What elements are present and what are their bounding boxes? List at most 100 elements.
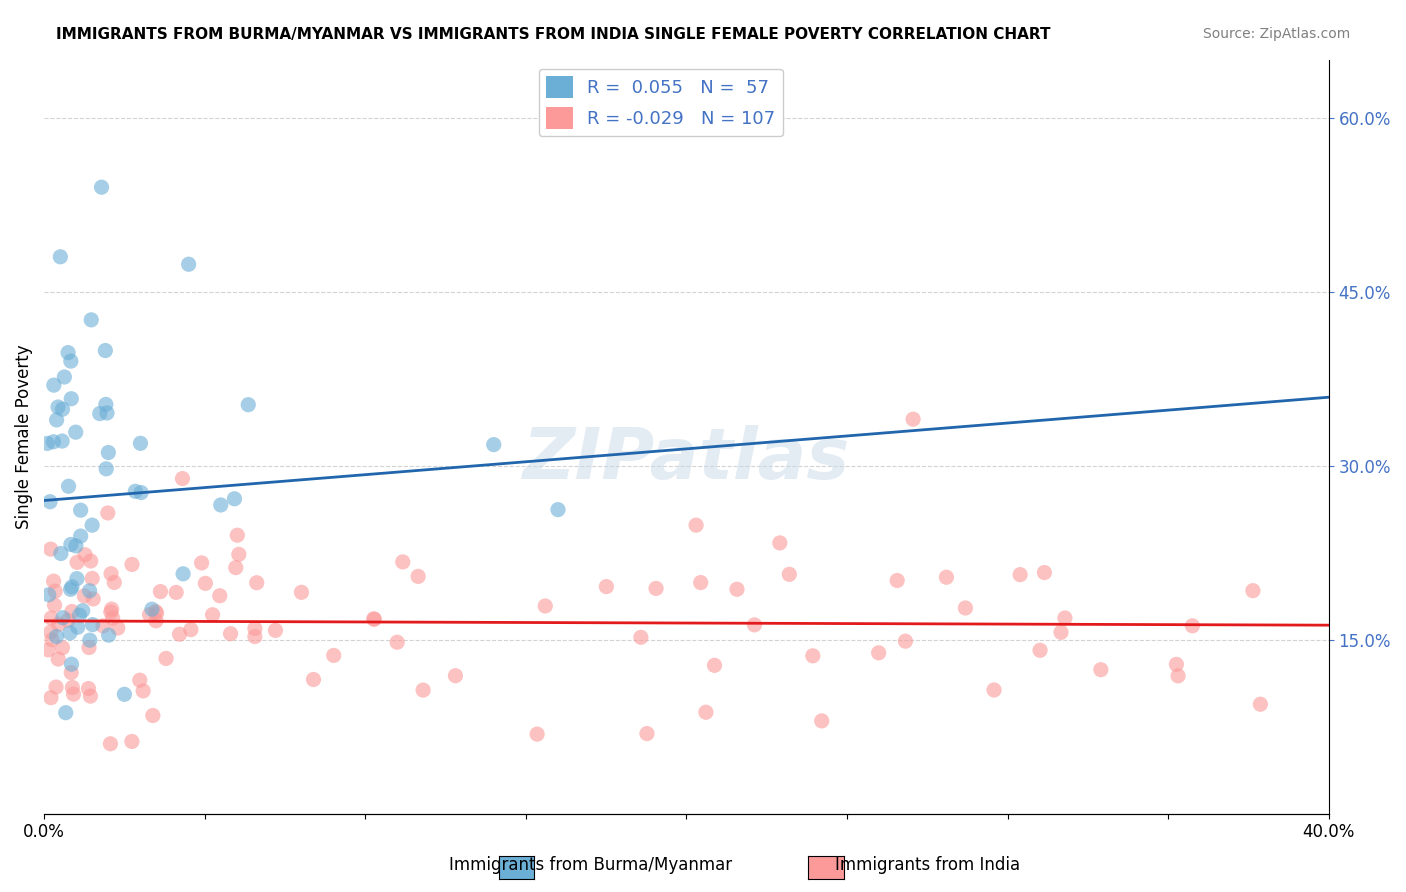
Immigrants from Burma/Myanmar [52,611,75,625]
Immigrants from India [955,601,977,615]
Immigrants from Burma/Myanmar [238,398,260,412]
Immigrants from Burma/Myanmar [224,491,246,506]
Immigrants from Burma/Myanmar [209,498,232,512]
Immigrants from India [243,622,266,636]
Immigrants from Burma/Myanmar [141,602,163,616]
Immigrants from India [51,640,73,655]
Immigrants from India [225,560,247,574]
Immigrants from India [42,574,65,588]
Immigrants from Burma/Myanmar [90,180,112,194]
Immigrants from Burma/Myanmar [82,617,104,632]
Immigrants from India [243,630,266,644]
Immigrants from India [44,584,66,599]
Immigrants from India [322,648,344,663]
Immigrants from India [685,518,707,533]
Immigrants from Burma/Myanmar [39,494,62,508]
Immigrants from India [91,619,114,633]
Immigrants from India [77,681,100,696]
Immigrants from India [406,569,429,583]
Immigrants from Burma/Myanmar [124,484,146,499]
Immigrants from Burma/Myanmar [79,583,101,598]
Immigrants from India [194,576,217,591]
Immigrants from India [66,555,89,569]
Immigrants from Burma/Myanmar [38,588,60,602]
Immigrants from Burma/Myanmar [56,345,79,359]
Immigrants from India [60,605,83,619]
Immigrants from India [100,566,122,581]
Immigrants from Burma/Myanmar [82,518,104,533]
Immigrants from India [290,585,312,599]
Immigrants from India [1241,583,1264,598]
Immigrants from India [201,607,224,622]
Immigrants from Burma/Myanmar [59,537,82,551]
Immigrants from India [132,684,155,698]
Immigrants from India [1181,619,1204,633]
Immigrants from Burma/Myanmar [94,343,117,358]
Immigrants from Burma/Myanmar [46,400,69,414]
Immigrants from India [45,680,67,694]
Immigrants from India [62,687,84,701]
Immigrants from India [155,651,177,665]
Immigrants from Burma/Myanmar [51,434,73,448]
Immigrants from India [101,611,124,625]
Immigrants from Burma/Myanmar [59,626,82,640]
Immigrants from India [1249,697,1271,711]
Immigrants from India [744,618,766,632]
Text: Source: ZipAtlas.com: Source: ZipAtlas.com [1202,27,1350,41]
Immigrants from Burma/Myanmar [49,250,72,264]
Immigrants from India [172,471,194,485]
Immigrants from India [100,605,122,619]
Immigrants from Burma/Myanmar [37,436,59,450]
Immigrants from India [41,632,63,647]
Immigrants from India [526,727,548,741]
Immigrants from India [1090,663,1112,677]
Immigrants from India [228,547,250,561]
Immigrants from India [769,536,792,550]
Immigrants from India [39,611,62,625]
Immigrants from India [868,646,890,660]
Immigrants from India [302,673,325,687]
Immigrants from India [636,726,658,740]
Immigrants from India [121,558,143,572]
Immigrants from India [1167,669,1189,683]
Immigrants from India [412,683,434,698]
Immigrants from India [107,621,129,635]
Text: IMMIGRANTS FROM BURMA/MYANMAR VS IMMIGRANTS FROM INDIA SINGLE FEMALE POVERTY COR: IMMIGRANTS FROM BURMA/MYANMAR VS IMMIGRA… [56,27,1050,42]
Immigrants from India [82,591,104,606]
Immigrants from India [56,614,79,628]
Immigrants from Burma/Myanmar [96,406,118,420]
Immigrants from Burma/Myanmar [69,529,91,543]
Immigrants from Burma/Myanmar [51,402,73,417]
Immigrants from Burma/Myanmar [96,462,118,476]
Immigrants from Burma/Myanmar [42,378,65,392]
Immigrants from India [39,625,62,640]
Immigrants from India [39,690,62,705]
Immigrants from India [165,585,187,599]
Immigrants from Burma/Myanmar [94,397,117,411]
Immigrants from Burma/Myanmar [112,687,135,701]
Immigrants from Burma/Myanmar [66,620,89,634]
Immigrants from India [1010,567,1032,582]
Immigrants from Burma/Myanmar [97,628,120,642]
Immigrants from Burma/Myanmar [60,580,83,594]
Immigrants from Burma/Myanmar [60,657,83,672]
Immigrants from India [226,528,249,542]
Immigrants from India [725,582,748,597]
Immigrants from India [1029,643,1052,657]
Immigrants from Burma/Myanmar [42,434,65,449]
Immigrants from India [79,689,101,703]
Immigrants from India [77,640,100,655]
Immigrants from India [778,567,800,582]
Immigrants from India [138,607,160,622]
Immigrants from India [46,652,69,666]
Immigrants from India [82,571,104,585]
Immigrants from India [100,602,122,616]
Text: ZIPatlas: ZIPatlas [523,425,851,493]
Immigrants from India [145,614,167,628]
Immigrants from Burma/Myanmar [67,608,90,623]
Immigrants from Burma/Myanmar [69,503,91,517]
Immigrants from India [39,542,62,557]
Immigrants from India [180,623,202,637]
Immigrants from India [44,598,66,612]
Immigrants from India [73,589,96,603]
